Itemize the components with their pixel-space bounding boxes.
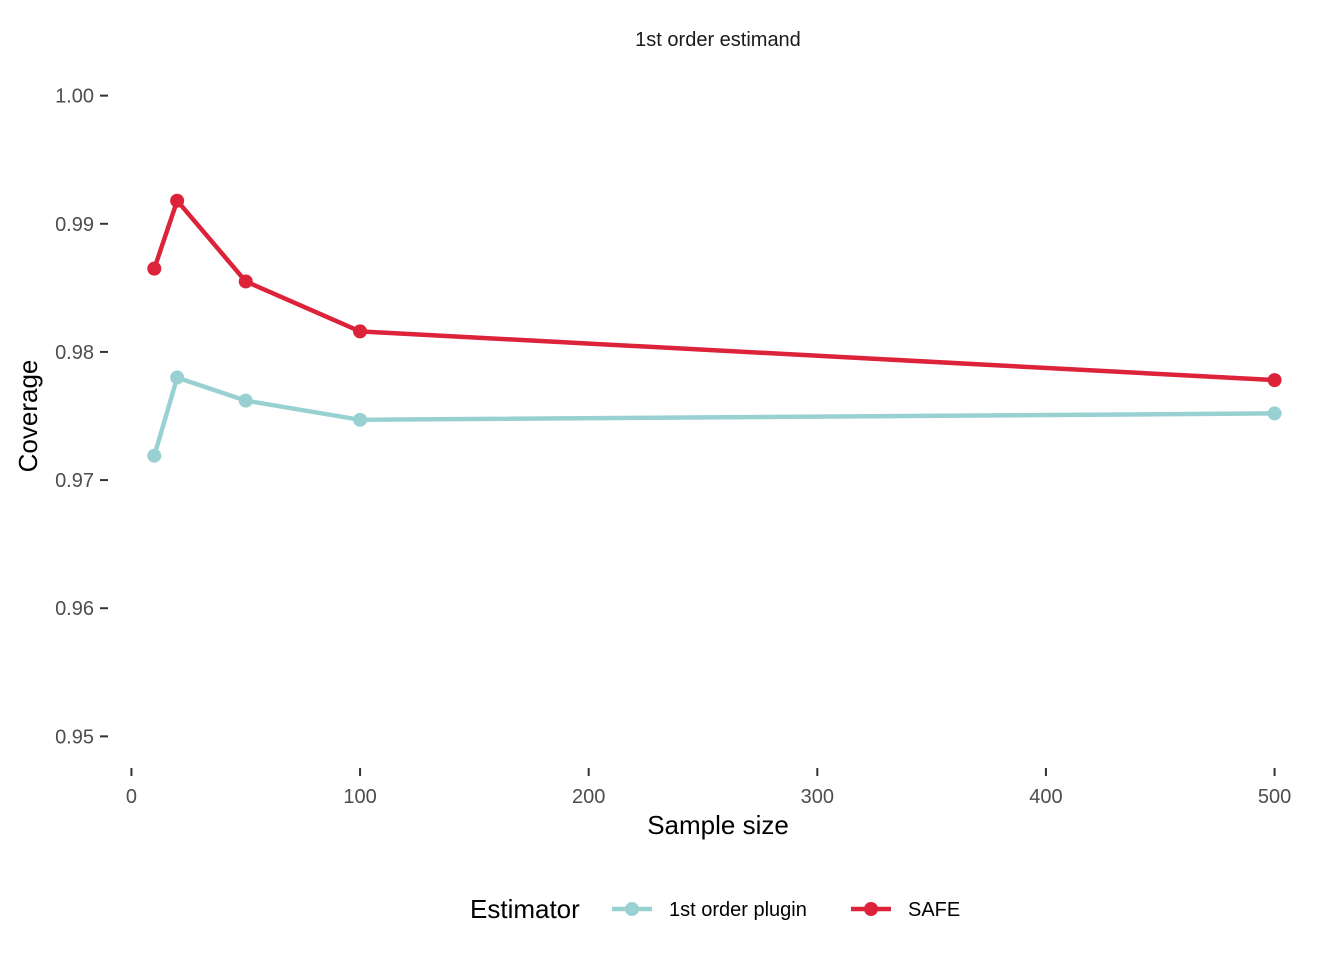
x-tick-label: 100 — [343, 786, 376, 808]
series-line — [152, 198, 1275, 383]
legend-item-0: 1st order plugin — [612, 899, 807, 921]
y-tick-label: 0.98 — [55, 342, 94, 364]
data-point — [147, 448, 162, 463]
data-point — [238, 393, 253, 408]
legend: Estimator 1st order plugin SAFE — [470, 894, 960, 924]
y-tick-label: 0.97 — [55, 470, 94, 492]
series-0 — [147, 370, 1282, 463]
x-tick-label: 200 — [572, 786, 605, 808]
data-point — [147, 261, 162, 276]
x-axis-title: Sample size — [647, 810, 789, 840]
data-point — [353, 412, 368, 427]
legend-title: Estimator — [470, 894, 580, 924]
x-tick-label: 300 — [801, 786, 834, 808]
data-point — [170, 193, 185, 208]
legend-label: 1st order plugin — [669, 899, 807, 921]
data-point — [353, 324, 368, 339]
y-axis: 0.95 0.96 0.97 0.98 0.99 1.00 — [55, 86, 108, 748]
series-1 — [147, 193, 1282, 388]
y-tick-label: 0.95 — [55, 726, 94, 748]
data-point — [170, 370, 185, 385]
y-tick-label: 0.96 — [55, 598, 94, 620]
y-tick-label: 0.99 — [55, 214, 94, 236]
y-axis-title: Coverage — [13, 360, 43, 473]
y-tick-label: 1.00 — [55, 86, 94, 108]
x-tick-label: 500 — [1258, 786, 1291, 808]
legend-items: 1st order plugin SAFE — [612, 899, 960, 921]
legend-item-1: SAFE — [851, 899, 960, 921]
data-point — [238, 274, 253, 289]
legend-label: SAFE — [908, 899, 960, 921]
series-line — [152, 375, 1275, 457]
legend-key-point — [864, 902, 878, 916]
data-point — [1267, 406, 1282, 421]
data-point — [1267, 373, 1282, 388]
series-layer — [147, 193, 1282, 463]
legend-key-point — [625, 902, 639, 916]
x-axis: 0 100 200 300 400 500 — [126, 768, 1291, 808]
x-tick-label: 0 — [126, 786, 137, 808]
x-tick-label: 400 — [1029, 786, 1062, 808]
chart-title: 1st order estimand — [635, 29, 801, 51]
